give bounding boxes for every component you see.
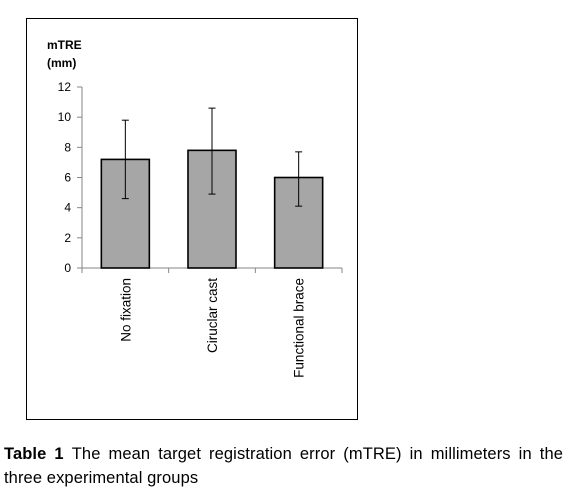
caption-label: Table 1: [4, 445, 64, 463]
x-category-label: Functional brace: [292, 278, 307, 378]
x-category-label: No fixation: [118, 278, 133, 342]
y-tick-label: 12: [58, 80, 72, 94]
bar: [187, 149, 237, 269]
figure-caption: Table 1 The mean target registration err…: [4, 442, 563, 490]
y-tick-label: 0: [64, 261, 71, 275]
bar-chart: mTRE (mm) 0 2 4 6 8 10 12 No fixation Ciruclar c…: [47, 38, 343, 378]
y-axis-label-line-1: mTRE: [47, 38, 82, 52]
plot-area: 0 2 4 6 8 10 12 No fixation Ciruclar cast Functio…: [58, 80, 343, 378]
y-tick-label: 10: [58, 110, 72, 124]
y-tick-label: 2: [64, 231, 71, 245]
y-axis-label-line-2: (mm): [47, 56, 76, 70]
bar: [100, 158, 151, 269]
y-tick-label: 4: [64, 201, 71, 215]
y-tick-label: 8: [64, 140, 71, 154]
x-category-label: Ciruclar cast: [205, 278, 220, 353]
caption-text: The mean target registration error (mTRE…: [4, 445, 563, 487]
y-tick-label: 6: [64, 171, 71, 185]
